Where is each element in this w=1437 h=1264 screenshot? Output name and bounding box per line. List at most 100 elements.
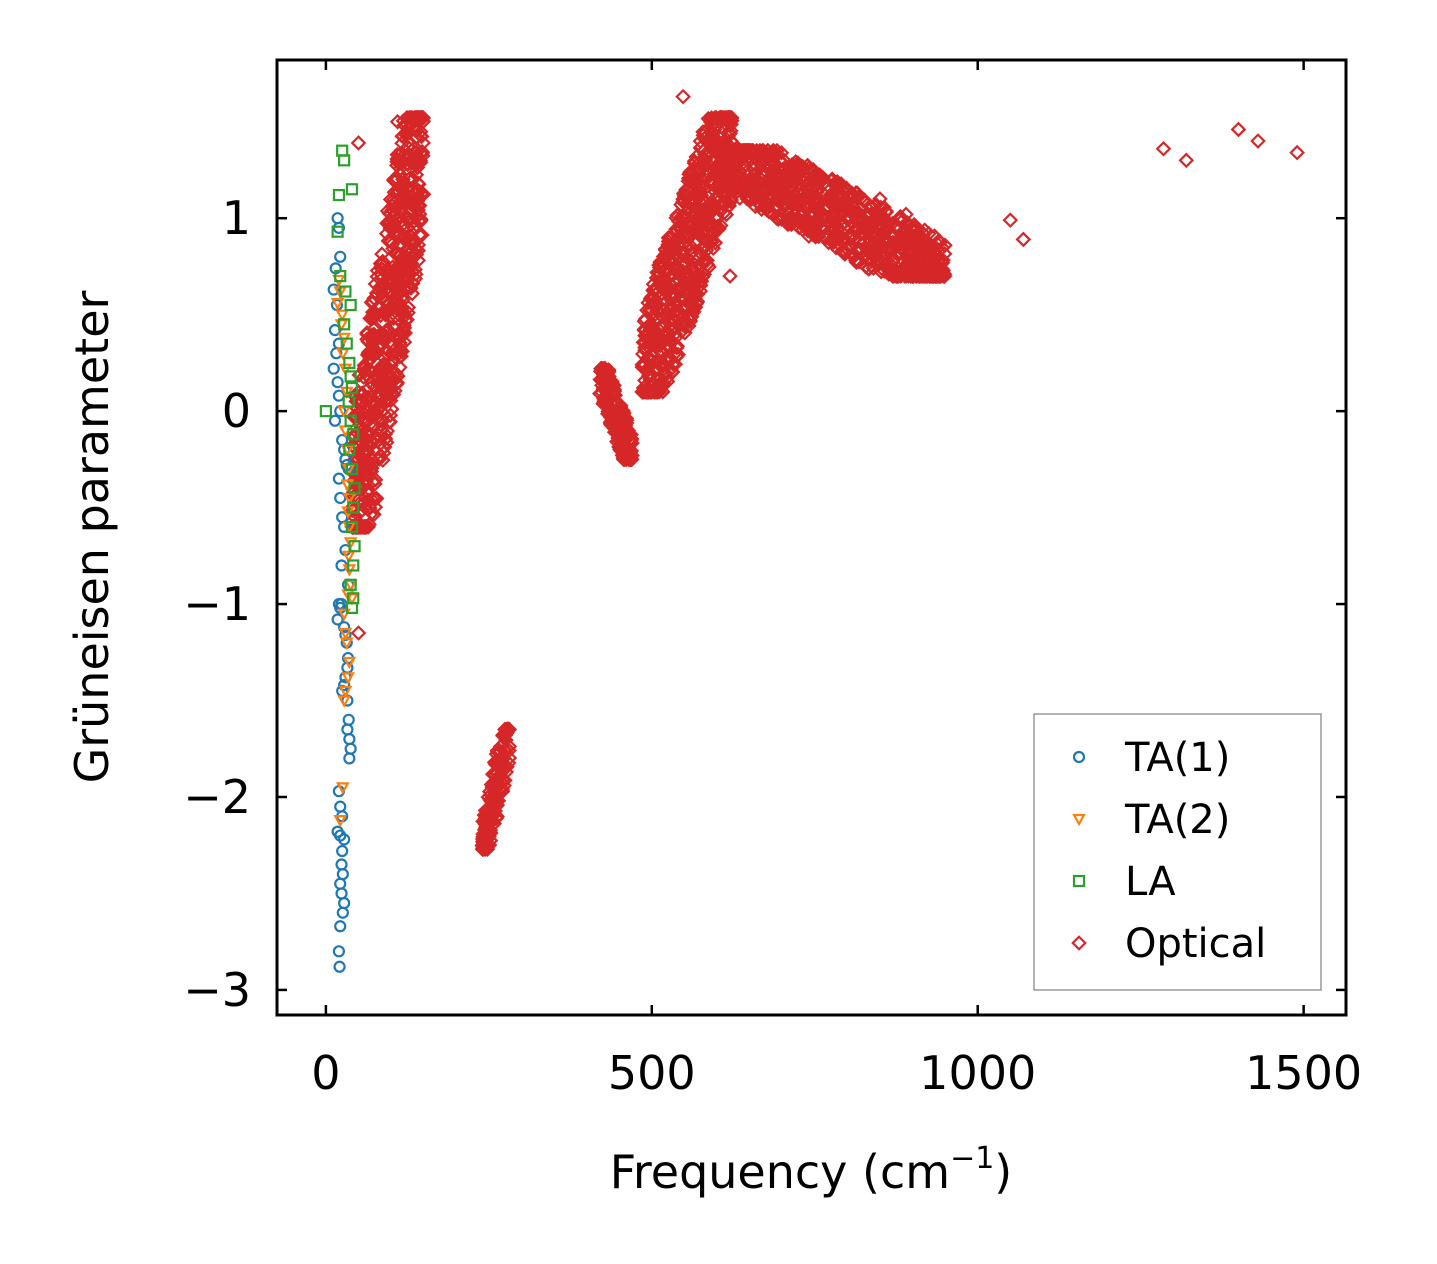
optical-point: [928, 268, 944, 284]
data-point: [722, 268, 738, 284]
legend-marker: [1071, 935, 1087, 951]
optical-point: [785, 197, 801, 214]
optical-point: [743, 180, 760, 197]
optical-point: [636, 322, 653, 339]
data-point: [343, 537, 358, 550]
optical-point: [393, 263, 410, 280]
legend-entry: Optical: [1071, 921, 1266, 967]
data-point: [598, 364, 614, 381]
optical-point: [715, 171, 732, 188]
data-point: [657, 364, 673, 381]
data-point: [336, 144, 349, 157]
optical-point: [650, 311, 667, 328]
optical-point: [654, 359, 670, 376]
optical-point: [859, 251, 876, 268]
data-point: [344, 298, 357, 312]
optical-point: [889, 268, 905, 284]
optical-point: [609, 416, 625, 433]
optical-point: [374, 285, 390, 302]
optical-point: [364, 304, 381, 321]
optical-point: [896, 233, 912, 250]
optical-point: [783, 216, 800, 233]
optical-point: [366, 290, 382, 307]
data-point: [334, 250, 347, 263]
data-point: [370, 368, 386, 385]
data-point: [347, 559, 360, 572]
optical-point: [890, 268, 907, 284]
legend-entry: TA(1): [1072, 735, 1230, 781]
optical-point: [408, 166, 425, 183]
optical-point: [675, 247, 692, 264]
optical-point: [393, 275, 410, 291]
legend-label: LA: [1125, 859, 1176, 905]
data-point: [345, 601, 359, 615]
data-point: [350, 135, 367, 151]
data-point: [339, 285, 352, 298]
optical-point: [742, 164, 759, 181]
optical-point: [861, 198, 878, 215]
optical-point: [695, 230, 712, 247]
optical-point: [364, 344, 381, 361]
optical-point: [685, 282, 701, 298]
optical-point: [847, 217, 863, 234]
optical-point: [905, 268, 921, 284]
data-point: [338, 627, 353, 641]
optical-point: [352, 393, 369, 409]
optical-point: [878, 203, 894, 219]
optical-point: [758, 201, 775, 218]
optical-point: [651, 288, 668, 305]
optical-point: [764, 155, 781, 172]
optical-point: [908, 221, 925, 238]
optical-point: [859, 224, 876, 241]
optical-point: [363, 294, 380, 311]
optical-point: [821, 214, 838, 231]
optical-point: [656, 274, 672, 291]
optical-point: [694, 239, 710, 256]
optical-point: [373, 421, 389, 438]
optical-point: [695, 143, 712, 159]
optical-point: [801, 207, 818, 224]
optical-point: [767, 162, 784, 179]
data-point: [357, 490, 373, 506]
optical-point: [648, 384, 664, 400]
optical-point: [812, 193, 829, 210]
data-point: [348, 482, 361, 495]
optical-point: [668, 303, 685, 319]
data-point: [643, 335, 660, 352]
optical-point: [620, 422, 637, 439]
optical-point: [615, 451, 632, 468]
optical-point: [365, 473, 382, 489]
data-point: [331, 613, 344, 626]
optical-point: [641, 358, 658, 375]
optical-point: [373, 336, 389, 353]
optical-point: [686, 266, 702, 282]
legend-label: TA(1): [1124, 735, 1230, 781]
optical-point: [716, 204, 733, 221]
optical-point: [486, 766, 503, 782]
optical-point: [823, 173, 840, 189]
optical-point: [759, 199, 776, 216]
optical-point: [713, 156, 730, 172]
data-point: [709, 220, 725, 236]
optical-point: [790, 185, 807, 202]
optical-point: [702, 203, 719, 219]
optical-point: [804, 226, 821, 243]
data-point: [343, 752, 356, 765]
data-point: [904, 220, 921, 236]
optical-point: [748, 142, 765, 159]
optical-point: [413, 186, 429, 202]
data-marks: [319, 88, 1305, 973]
optical-point: [754, 167, 771, 183]
optical-point: [355, 369, 372, 385]
optical-point: [689, 294, 706, 310]
optical-point: [836, 243, 853, 259]
data-point: [604, 380, 621, 396]
optical-point: [393, 329, 409, 346]
optical-point: [395, 128, 411, 144]
optical-point: [380, 261, 397, 278]
optical-point: [603, 417, 620, 434]
optical-point: [367, 499, 384, 515]
optical-point: [711, 142, 727, 159]
optical-point: [411, 227, 428, 243]
